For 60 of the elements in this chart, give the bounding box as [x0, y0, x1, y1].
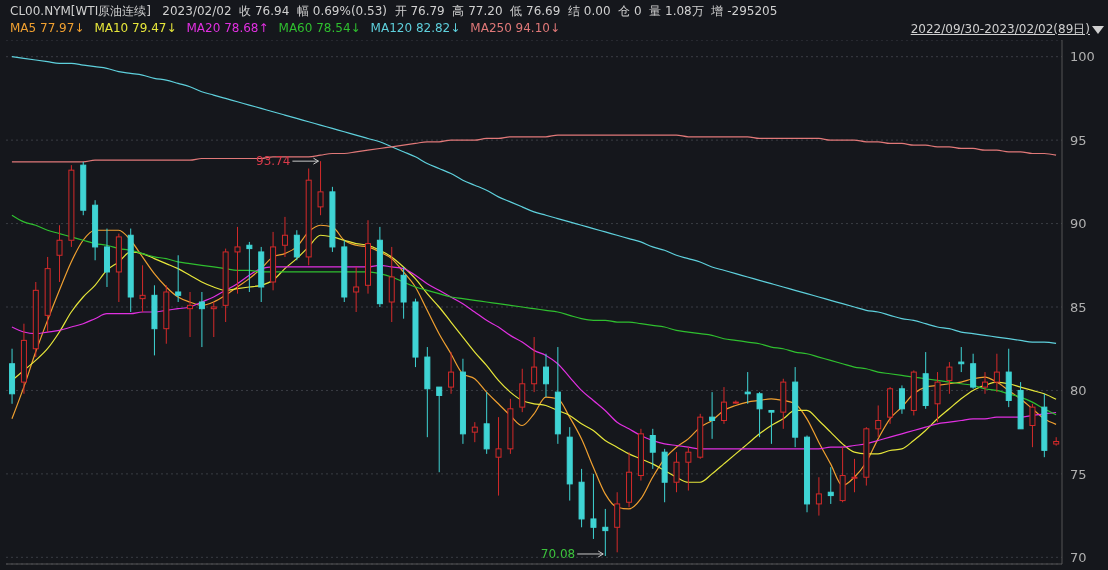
line-series	[11, 56, 1057, 344]
y-tick-label: 70	[1070, 549, 1087, 565]
y-tick-label: 100	[1070, 49, 1095, 65]
candlestick	[851, 458, 858, 493]
candlestick	[744, 371, 751, 405]
candlestick	[827, 466, 834, 505]
candlestick	[281, 216, 288, 258]
candlestick	[970, 353, 977, 390]
candlestick	[56, 224, 63, 283]
y-tick-label: 75	[1070, 466, 1087, 482]
text: MA20 78.68↑	[186, 21, 269, 35]
annotation: 70.08	[540, 546, 576, 561]
y-tick-label: 85	[1070, 299, 1087, 315]
candlestick	[875, 404, 882, 438]
candlestick	[353, 266, 360, 313]
candlestick	[448, 351, 455, 395]
candlestick	[614, 491, 621, 553]
y-tick-label: 80	[1070, 383, 1087, 399]
candlestick	[175, 254, 182, 303]
text: 2022/09/30-2023/02/02(89日)	[910, 21, 1090, 38]
candlestick	[649, 428, 656, 470]
line-series	[11, 134, 1057, 163]
candlestick	[187, 291, 194, 338]
line-series	[11, 214, 1057, 416]
text: MA10 79.47↓	[94, 21, 177, 35]
candlestick	[519, 368, 526, 413]
candlestick	[246, 241, 253, 293]
candlestick	[756, 391, 763, 438]
annotation: 93.74	[256, 154, 291, 169]
text: MA5 77.97↓	[10, 21, 85, 35]
candlestick	[946, 361, 953, 395]
candlestick	[495, 416, 502, 497]
candlestick	[720, 386, 727, 425]
candlestick	[898, 384, 905, 415]
candlestick	[139, 264, 146, 313]
candlestick	[982, 371, 988, 395]
candlestick	[210, 301, 217, 338]
candlestick	[993, 353, 1000, 393]
candlestick	[542, 353, 549, 398]
candlestick	[234, 226, 241, 295]
candlestick	[531, 336, 538, 393]
text: MA60 78.54↓	[278, 21, 361, 35]
candlestick	[709, 391, 716, 440]
y-tick-label: 95	[1070, 132, 1087, 148]
candlestick	[815, 476, 822, 517]
candlestick	[436, 386, 443, 473]
y-tick-label: 90	[1070, 216, 1087, 232]
candlestick	[673, 451, 680, 493]
text: MA120 82.82↓	[370, 21, 461, 35]
candlestick	[685, 446, 692, 492]
candlestick	[934, 371, 941, 423]
text: MA250 94.10↓	[470, 21, 561, 35]
candlestick	[768, 409, 775, 445]
candlestick	[293, 229, 300, 261]
candlestick	[1029, 403, 1036, 448]
candlestick	[471, 421, 478, 443]
chart-title: CL00.NYM[WTI原油连续] 2023/02/02 收 76.94 幅 0.69%(0.53) 开 76.79 高 77.20 低 76.69 结 0.00 仓 0 量 1.08万 增 -295205	[10, 3, 778, 20]
candlestick	[958, 346, 965, 373]
candlestick	[590, 473, 597, 540]
candlestick	[198, 291, 205, 348]
